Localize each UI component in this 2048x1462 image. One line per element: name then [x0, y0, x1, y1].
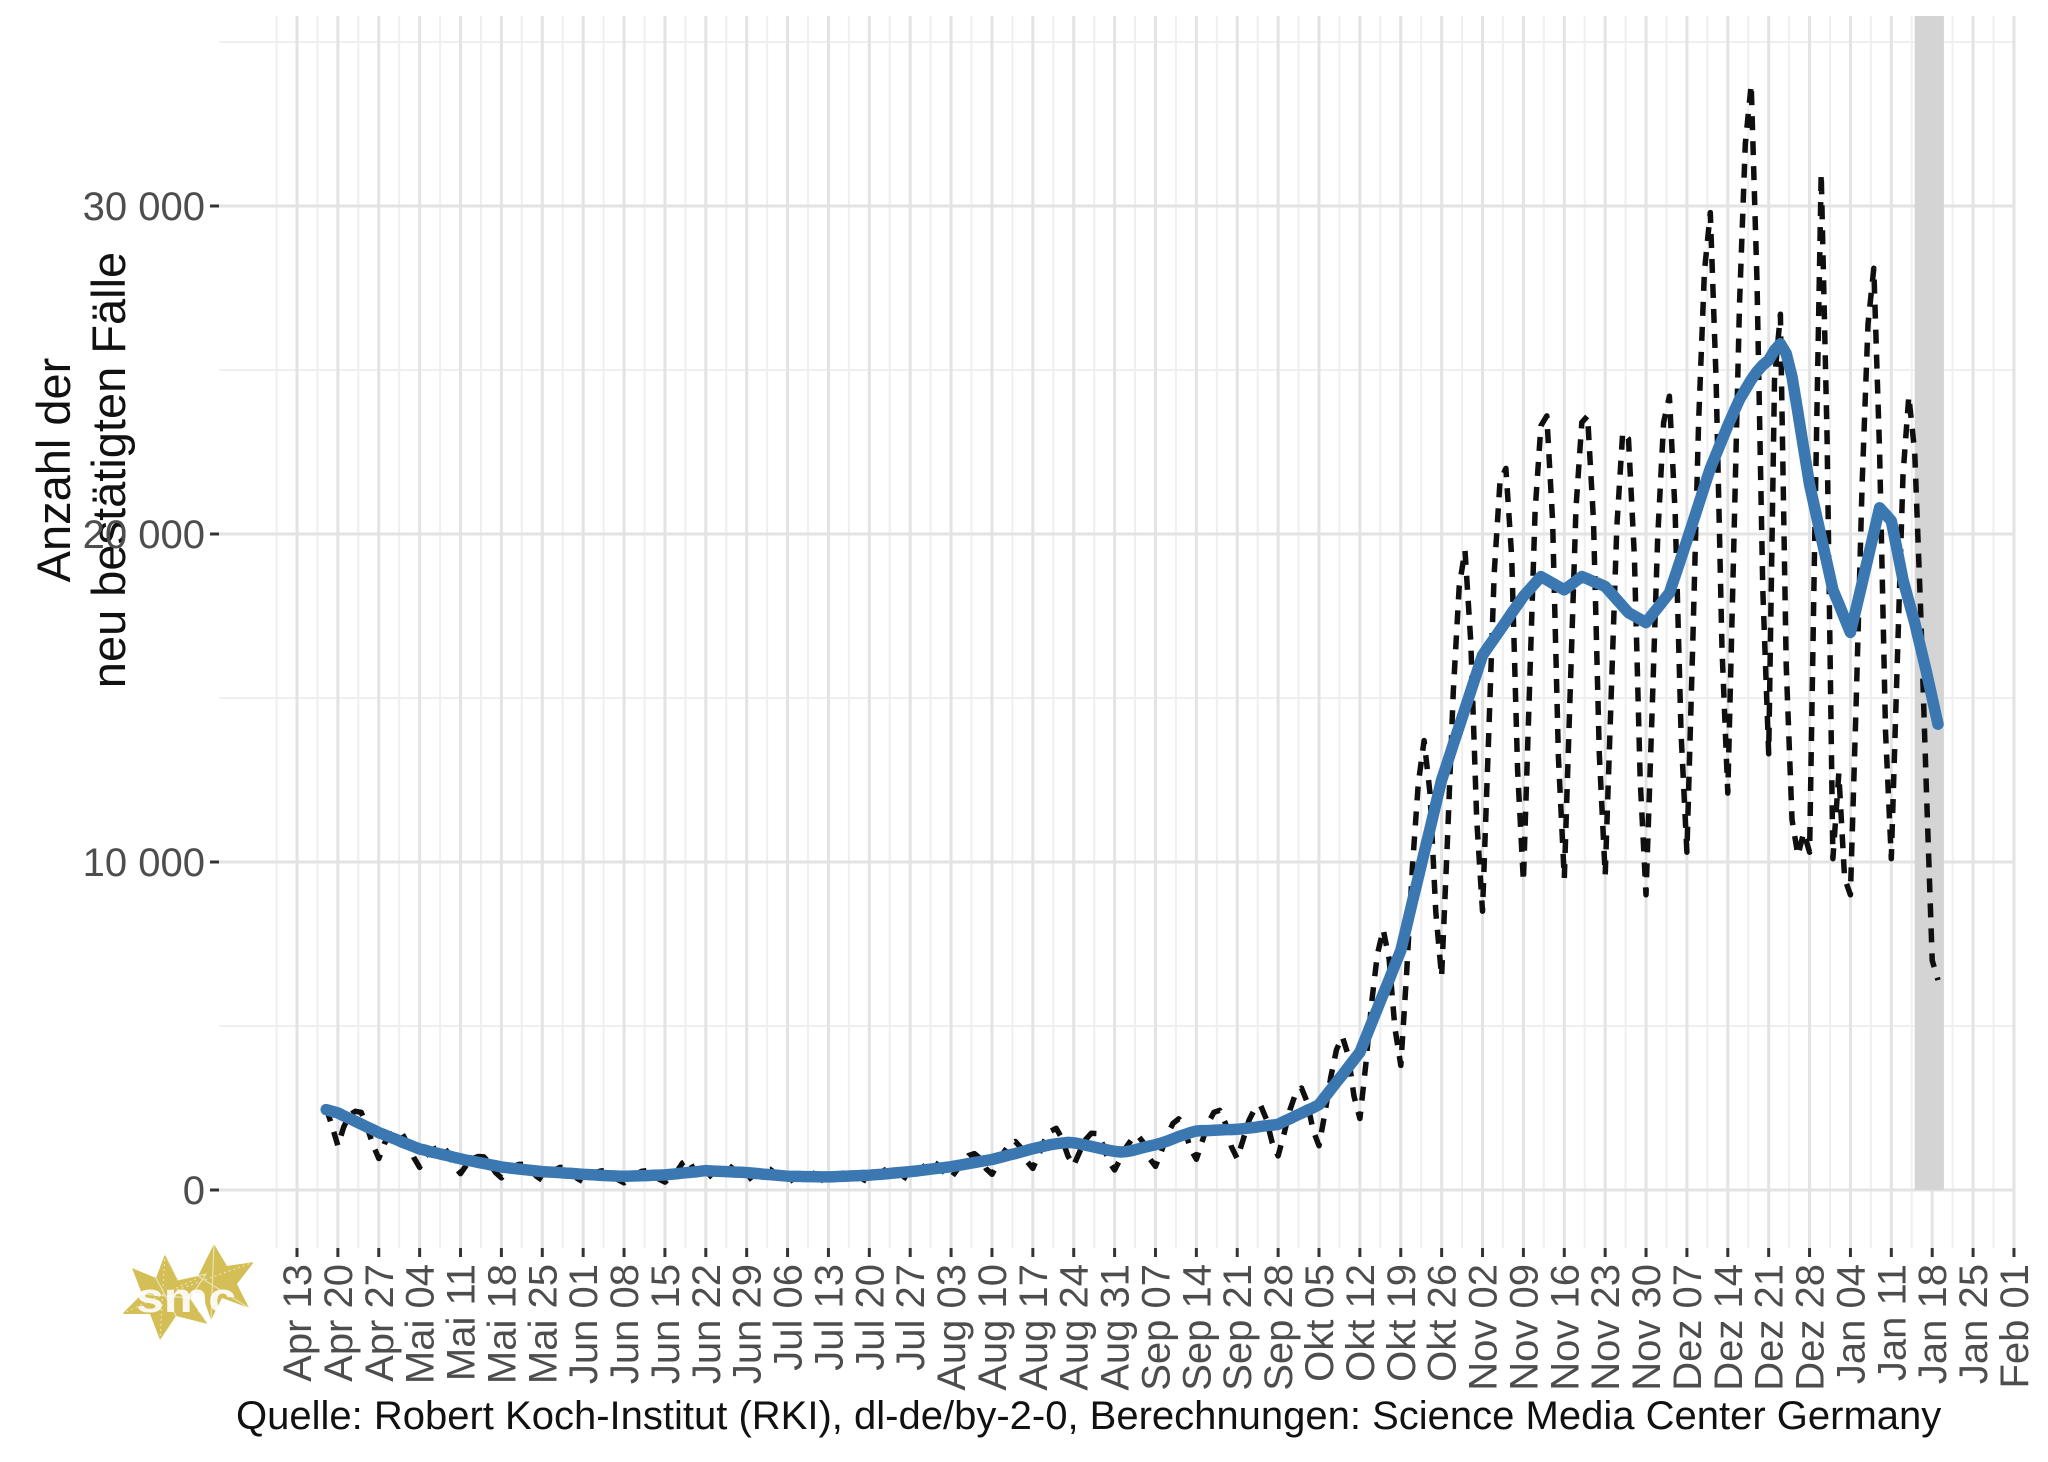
x-tick-label: Aug 10: [971, 1264, 1015, 1391]
x-tick-label: Jan 11: [1870, 1264, 1914, 1381]
smc-logo-mesh: [121, 1243, 255, 1340]
x-tick-label: Dez 21: [1748, 1264, 1792, 1391]
x-tick-label: Nov 09: [1502, 1264, 1546, 1391]
smc-logo-text: smc: [136, 1274, 236, 1321]
y-tick-label: 10 000: [83, 841, 205, 885]
axis-tick-marks: [210, 204, 2016, 1257]
x-tick-label: Sep 28: [1257, 1264, 1301, 1391]
x-tick-label: Jan 18: [1911, 1264, 1955, 1384]
x-tick-label: Okt 26: [1421, 1264, 1465, 1382]
x-tick-label: Mai 25: [521, 1264, 565, 1384]
y-tick-label: 30 000: [83, 185, 205, 229]
x-tick-label: Aug 24: [1053, 1264, 1097, 1391]
x-tick-label: Apr 20: [317, 1264, 361, 1382]
x-tick-label: Apr 13: [276, 1264, 320, 1382]
seven-day-average-line: [320, 338, 1944, 1183]
x-tick-label: Dez 28: [1789, 1264, 1833, 1391]
x-tick-label: Okt 12: [1339, 1264, 1383, 1382]
smc-logo-star-right: [177, 1244, 254, 1320]
x-tick-label: Nov 16: [1543, 1264, 1587, 1391]
x-tick-label: Jul 13: [807, 1264, 851, 1371]
y-axis-tick-labels: 0 10 000 20 000 30 000: [83, 185, 205, 1213]
x-tick-label: Jun 15: [644, 1264, 688, 1384]
x-tick-label: Sep 07: [1134, 1264, 1178, 1391]
x-tick-label: Aug 03: [930, 1264, 974, 1391]
x-tick-label: Apr 27: [358, 1264, 402, 1382]
x-tick-label: Jul 20: [848, 1264, 892, 1371]
incomplete-data-band: [1914, 16, 1944, 1190]
x-tick-label: Jun 29: [726, 1264, 770, 1384]
source-caption: Quelle: Robert Koch-Institut (RKI), dl-d…: [236, 1394, 1942, 1438]
x-tick-label: Jul 27: [889, 1264, 933, 1371]
x-tick-label: Jan 04: [1829, 1264, 1873, 1384]
x-tick-label: Mai 18: [480, 1264, 524, 1384]
x-tick-label: Jun 08: [603, 1264, 647, 1384]
x-tick-label: Feb 01: [1993, 1264, 2037, 1389]
x-tick-label: Jun 01: [562, 1264, 606, 1384]
x-tick-label: Mai 11: [440, 1264, 484, 1381]
smc-logo-star-left: [122, 1254, 208, 1340]
x-tick-label: Jan 25: [1952, 1264, 1996, 1384]
y-tick-label: 0: [183, 1169, 205, 1213]
y-tick-label: 20 000: [83, 513, 205, 557]
x-tick-label: Mai 04: [399, 1264, 443, 1384]
x-tick-label: Aug 17: [1012, 1264, 1056, 1391]
smc-logo: smc: [121, 1243, 255, 1340]
x-tick-label: Sep 14: [1175, 1264, 1219, 1391]
x-tick-label: Okt 19: [1380, 1264, 1424, 1382]
x-tick-label: Nov 23: [1584, 1264, 1628, 1391]
x-tick-label: Jul 06: [767, 1264, 811, 1371]
x-tick-label: Aug 31: [1094, 1264, 1138, 1391]
daily-cases-line: [323, 81, 1941, 1186]
x-tick-label: Jun 22: [685, 1264, 729, 1384]
grid-minor: [219, 16, 2014, 1248]
x-tick-label: Okt 05: [1298, 1264, 1342, 1382]
x-tick-label: Dez 14: [1707, 1264, 1751, 1391]
x-tick-label: Sep 21: [1216, 1264, 1260, 1391]
x-tick-label: Nov 30: [1625, 1264, 1669, 1391]
x-tick-label: Nov 02: [1462, 1264, 1506, 1391]
x-tick-label: Dez 07: [1666, 1264, 1710, 1391]
